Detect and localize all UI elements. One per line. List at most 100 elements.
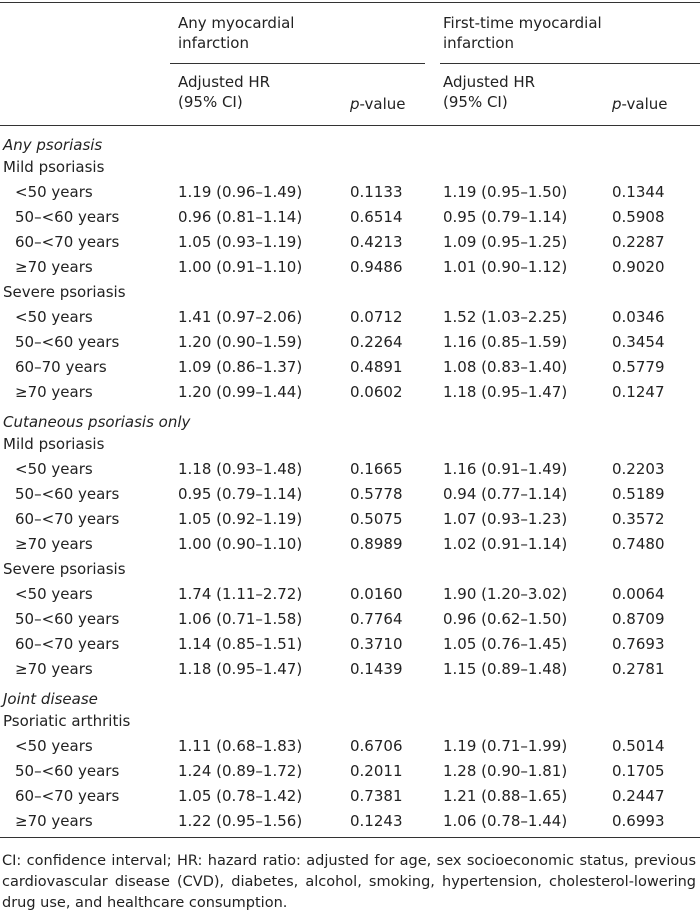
cell: 1.22 (0.95–1.56) (178, 812, 303, 830)
row-label: 60–<70 years (15, 787, 120, 805)
cell: 1.09 (0.95–1.25) (443, 233, 568, 251)
cell: 0.2781 (612, 660, 665, 678)
p-italic: p (350, 95, 360, 113)
row-label: ≥70 years (15, 660, 93, 678)
column-header: Adjusted HR (95% CI) (443, 73, 536, 111)
group-title: Severe psoriasis (3, 560, 126, 578)
cell: 0.4213 (350, 233, 403, 251)
row-label: 50–<60 years (15, 333, 120, 351)
cell: 0.9020 (612, 258, 665, 276)
rule (0, 2, 700, 3)
section-title: Cutaneous psoriasis only (3, 413, 191, 431)
rule (0, 837, 700, 838)
cell: 1.09 (0.86–1.37) (178, 358, 303, 376)
cell: 1.05 (0.93–1.19) (178, 233, 303, 251)
group-title: Mild psoriasis (3, 435, 105, 453)
cell: 0.8709 (612, 610, 665, 628)
row-label: 50–<60 years (15, 485, 120, 503)
cell: 0.2011 (350, 762, 403, 780)
row-label: ≥70 years (15, 383, 93, 401)
cell: 1.74 (1.11–2.72) (178, 585, 303, 603)
cell: 0.0602 (350, 383, 403, 401)
group-title: Mild psoriasis (3, 158, 105, 176)
cell: 0.6514 (350, 208, 403, 226)
cell: 0.1133 (350, 183, 403, 201)
cell: 1.08 (0.83–1.40) (443, 358, 568, 376)
cell: 0.5779 (612, 358, 665, 376)
cell: 0.2264 (350, 333, 403, 351)
cell: 0.7764 (350, 610, 403, 628)
cell: 0.6706 (350, 737, 403, 755)
group-title: Severe psoriasis (3, 283, 126, 301)
column-header: p-value (350, 94, 406, 114)
cell: 0.94 (0.77–1.14) (443, 485, 568, 503)
row-label: ≥70 years (15, 535, 93, 553)
p-italic: p (612, 95, 622, 113)
cell: 1.06 (0.71–1.58) (178, 610, 303, 628)
cell: 0.0160 (350, 585, 403, 603)
cell: 1.20 (0.99–1.44) (178, 383, 303, 401)
cell: 1.18 (0.93–1.48) (178, 460, 303, 478)
rule (170, 63, 425, 64)
group-header: Any myocardial infarction (178, 14, 295, 52)
section-title: Joint disease (3, 690, 98, 708)
cell: 1.20 (0.90–1.59) (178, 333, 303, 351)
cell: 1.19 (0.71–1.99) (443, 737, 568, 755)
cell: 1.24 (0.89–1.72) (178, 762, 303, 780)
cell: 0.1243 (350, 812, 403, 830)
cell: 0.5908 (612, 208, 665, 226)
rule (440, 63, 700, 64)
cell: 0.0064 (612, 585, 665, 603)
cell: 0.3572 (612, 510, 665, 528)
cell: 0.5075 (350, 510, 403, 528)
cell: 1.06 (0.78–1.44) (443, 812, 568, 830)
cell: 0.1344 (612, 183, 665, 201)
cell: 1.14 (0.85–1.51) (178, 635, 303, 653)
row-label: <50 years (15, 460, 93, 478)
cell: 1.28 (0.90–1.81) (443, 762, 568, 780)
row-label: 60–<70 years (15, 510, 120, 528)
cell: 1.18 (0.95–1.47) (178, 660, 303, 678)
cell: 0.8989 (350, 535, 403, 553)
cell: 0.1439 (350, 660, 403, 678)
cell: 1.18 (0.95–1.47) (443, 383, 568, 401)
footnote: CI: confidence interval; HR: hazard rati… (2, 853, 696, 911)
cell: 0.95 (0.79–1.14) (178, 485, 303, 503)
cell: 1.07 (0.93–1.23) (443, 510, 568, 528)
cell: 0.0346 (612, 308, 665, 326)
group-title: Psoriatic arthritis (3, 712, 131, 730)
cell: 1.16 (0.91–1.49) (443, 460, 568, 478)
row-label: <50 years (15, 737, 93, 755)
group-header: First-time myocardial infarction (443, 14, 602, 52)
p-rest: -value (621, 95, 668, 113)
cell: 1.90 (1.20–3.02) (443, 585, 568, 603)
column-header: Adjusted HR (95% CI) (178, 73, 271, 111)
cell: 1.16 (0.85–1.59) (443, 333, 568, 351)
cell: 1.52 (1.03–2.25) (443, 308, 568, 326)
cell: 1.41 (0.97–2.06) (178, 308, 303, 326)
cell: 0.1705 (612, 762, 665, 780)
row-label: 50–<60 years (15, 762, 120, 780)
cell: 0.96 (0.62–1.50) (443, 610, 568, 628)
column-header: p-value (612, 94, 668, 114)
cell: 1.02 (0.91–1.14) (443, 535, 568, 553)
cell: 1.00 (0.90–1.10) (178, 535, 303, 553)
cell: 0.95 (0.79–1.14) (443, 208, 568, 226)
rule (0, 125, 700, 126)
section-title: Any psoriasis (3, 136, 103, 154)
cell: 0.0712 (350, 308, 403, 326)
cell: 0.6993 (612, 812, 665, 830)
row-label: <50 years (15, 183, 93, 201)
cell: 0.2287 (612, 233, 665, 251)
cell: 0.3454 (612, 333, 665, 351)
cell: 1.05 (0.92–1.19) (178, 510, 303, 528)
row-label: 60–<70 years (15, 635, 120, 653)
cell: 0.1665 (350, 460, 403, 478)
cell: 1.21 (0.88–1.65) (443, 787, 568, 805)
cell: 1.05 (0.76–1.45) (443, 635, 568, 653)
cell: 1.00 (0.91–1.10) (178, 258, 303, 276)
cell: 0.7480 (612, 535, 665, 553)
row-label: ≥70 years (15, 812, 93, 830)
cell: 0.96 (0.81–1.14) (178, 208, 303, 226)
